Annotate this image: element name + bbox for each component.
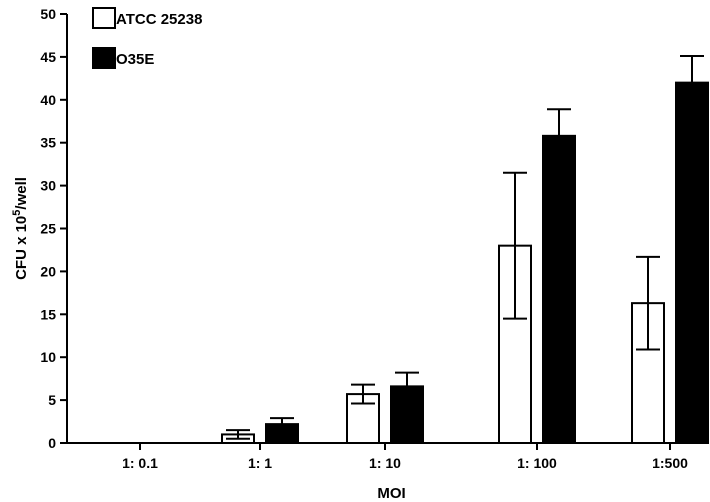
bars [102,55,709,445]
x-tick-label: 1: 0.1 [122,455,158,471]
error-bar [503,171,527,320]
legend-swatch [92,7,116,29]
y-tick-label: 45 [40,49,56,65]
y-tick-label: 35 [40,135,56,151]
bar-o35e [675,81,709,444]
y-tick-label: 10 [40,349,56,365]
x-tick-label: 1: 10 [369,455,401,471]
legend: ATCC 25238 O35E [92,7,202,69]
y-axis-title-post: /well [13,177,30,210]
y-axis: 0 5 10 15 20 25 30 35 40 45 50 [40,6,68,451]
error-bar [680,55,704,111]
bar-o35e [542,134,576,444]
error-bar [395,371,419,402]
error-bar [351,383,375,405]
x-tick-label: 1: 1 [248,455,272,471]
legend-label: ATCC 25238 [116,11,202,28]
error-bar [270,417,294,432]
y-tick-label: 25 [40,221,56,237]
y-axis-title-sup: 5 [11,210,23,216]
y-axis-title-pre: CFU x 10 [13,216,30,280]
y-tick-label: 40 [40,92,56,108]
error-bar [226,429,250,440]
x-axis: 1: 0.1 1: 1 1: 10 1: 100 1:500 [67,442,706,471]
legend-swatch [92,47,116,69]
y-tick-label: 20 [40,263,56,279]
y-tick-label: 5 [48,392,56,408]
x-tick-label: 1:500 [652,455,688,471]
error-bar [636,255,660,351]
x-tick-label: 1: 100 [517,455,557,471]
y-axis-title: CFU x 105/well [11,177,30,280]
x-axis-title: MOI [377,485,405,502]
y-tick-label: 30 [40,178,56,194]
legend-label: O35E [116,51,154,68]
y-tick-label: 0 [48,435,56,451]
y-tick-label: 50 [40,6,56,22]
y-tick-label: 15 [40,306,56,322]
error-bar [547,108,571,164]
